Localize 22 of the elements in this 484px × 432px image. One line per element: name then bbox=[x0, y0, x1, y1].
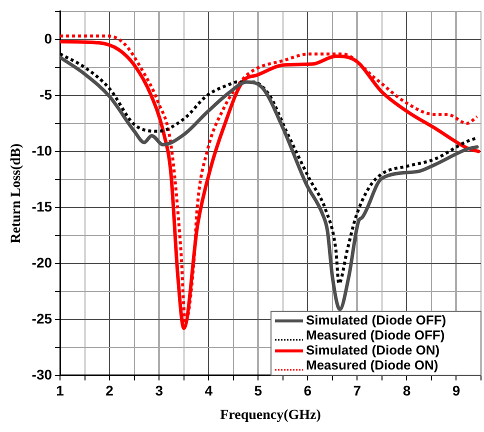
y-axis-title: Return Loss(dB) bbox=[9, 143, 24, 244]
x-tick-label: 6 bbox=[304, 382, 312, 399]
x-tick-label: 8 bbox=[402, 382, 411, 399]
x-tick-label: 3 bbox=[155, 382, 164, 399]
y-tick-label: -10 bbox=[32, 142, 52, 158]
x-tick-label: 4 bbox=[204, 382, 213, 399]
y-tick-label: -25 bbox=[32, 310, 52, 326]
legend-label: Simulated (Diode OFF) bbox=[306, 312, 446, 328]
y-tick-label: 0 bbox=[44, 30, 52, 46]
y-tick-label: -15 bbox=[32, 198, 52, 214]
y-tick-label: -30 bbox=[32, 366, 52, 382]
x-tick-label: 5 bbox=[254, 382, 262, 399]
legend-label: Simulated (Diode ON) bbox=[306, 342, 440, 358]
legend-label: Measured (Diode OFF) bbox=[306, 327, 445, 342]
x-tick-label: 9 bbox=[452, 382, 460, 399]
legend-label: Measured (Diode ON) bbox=[306, 357, 438, 372]
x-axis-title: Frequency(GHz) bbox=[220, 408, 322, 424]
x-tick-label: 7 bbox=[353, 382, 362, 399]
x-tick-label: 1 bbox=[56, 382, 64, 399]
y-tick-label: -5 bbox=[40, 86, 52, 102]
x-tick-label: 2 bbox=[106, 382, 114, 399]
y-tick-label: -20 bbox=[32, 254, 52, 270]
